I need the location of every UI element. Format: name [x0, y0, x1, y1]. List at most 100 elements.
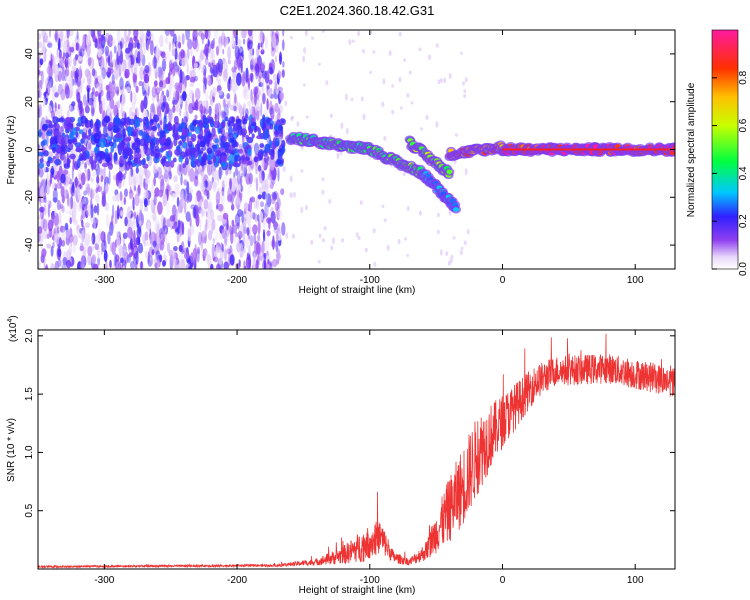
noise-blob: [73, 219, 78, 225]
noise-blob: [75, 42, 79, 51]
noise-band-blob: [114, 117, 121, 127]
noise-blob: [82, 77, 85, 84]
noise-blob: [139, 175, 143, 187]
noise-blob: [81, 219, 84, 228]
noise-band-blob: [150, 142, 154, 153]
sparse-blob: [355, 232, 359, 238]
noise-blob: [169, 254, 174, 269]
noise-band-blob: [38, 162, 44, 169]
noise-blob: [240, 30, 243, 37]
noise-blob: [240, 58, 243, 73]
sparse-blob: [311, 36, 314, 40]
noise-blob: [185, 100, 188, 114]
noise-blob: [210, 263, 214, 269]
noise-band-blob: [232, 148, 240, 153]
noise-blob: [273, 222, 279, 228]
noise-band-blob: [247, 160, 253, 166]
noise-blob: [213, 170, 219, 181]
noise-blob: [130, 167, 134, 177]
noise-blob: [97, 186, 103, 192]
noise-band-blob: [85, 122, 90, 129]
noise-blob: [53, 212, 60, 227]
noise-band-blob: [69, 153, 76, 160]
noise-blob: [45, 263, 49, 269]
noise-blob: [203, 68, 206, 82]
noise-blob: [185, 211, 191, 223]
noise-blob: [204, 30, 209, 40]
noise-blob: [54, 107, 58, 117]
noise-blob: [51, 181, 56, 189]
sparse-blob: [406, 205, 410, 212]
noise-band-blob: [98, 158, 103, 164]
noise-band-blob: [238, 126, 243, 136]
snr-y-tick-label: 2.0: [24, 328, 35, 342]
noise-band-blob: [240, 155, 245, 161]
noise-blob: [38, 167, 44, 178]
noise-band-blob: [96, 119, 101, 126]
noise-band-blob: [274, 129, 279, 138]
noise-blob: [98, 94, 101, 102]
noise-band-blob: [228, 116, 236, 124]
noise-blob: [108, 54, 110, 67]
noise-blob: [218, 63, 223, 77]
noise-blob: [159, 34, 164, 48]
noise-blob: [201, 35, 204, 45]
sparse-blob: [344, 93, 348, 101]
noise-blob: [207, 39, 210, 47]
noise-blob: [234, 59, 238, 69]
colorbar-ticks: 0.0 0.2 0.4 0.6 0.8: [712, 70, 749, 276]
snr-y-tick-label: 1.0: [24, 445, 35, 459]
noise-blob: [187, 38, 193, 50]
noise-band-blob: [140, 159, 146, 166]
noise-blob: [116, 30, 121, 44]
noise-band-blob: [134, 157, 141, 164]
noise-blob: [198, 231, 202, 246]
noise-band-blob: [222, 135, 227, 144]
snr-panel: -300 -200 -100 0 100 0.5 1.0 1.5 2.0 Height of s…: [6, 315, 676, 596]
noise-blob: [257, 219, 261, 235]
noise-blob: [263, 229, 265, 242]
noise-blob: [117, 64, 121, 74]
noise-blob: [277, 233, 282, 241]
noise-band-blob: [179, 135, 187, 140]
noise-blob: [154, 66, 159, 79]
noise-blob: [152, 240, 157, 248]
noise-band-blob: [93, 138, 100, 144]
noise-band-blob: [126, 136, 132, 141]
noise-blob: [242, 233, 246, 248]
noise-blob: [90, 203, 94, 219]
noise-blob: [211, 218, 216, 231]
sparse-blob: [357, 236, 361, 240]
noise-band-blob: [190, 157, 195, 168]
noise-blob: [73, 56, 77, 67]
noise-blob: [45, 199, 52, 206]
snr-series-line: [38, 333, 675, 569]
noise-blob: [250, 59, 254, 71]
noise-band-blob: [212, 155, 217, 164]
noise-blob: [262, 93, 266, 105]
noise-blob: [189, 69, 192, 81]
noise-blob: [226, 248, 232, 255]
noise-band-blob: [39, 158, 44, 164]
noise-blob: [100, 89, 104, 97]
noise-blob: [46, 65, 51, 75]
noise-band-blob: [220, 155, 228, 163]
noise-blob: [155, 48, 158, 60]
noise-blob: [82, 34, 86, 48]
noise-band-blob: [197, 154, 203, 163]
noise-blob: [120, 41, 123, 50]
noise-blob: [218, 42, 222, 52]
noise-band-blob: [172, 157, 177, 163]
noise-band-blob: [93, 146, 99, 154]
snr-frame: [37, 329, 676, 570]
noise-blob: [212, 181, 216, 187]
noise-blob: [192, 248, 198, 261]
noise-blob: [40, 168, 43, 183]
noise-blob: [51, 212, 55, 228]
noise-blob: [80, 255, 85, 269]
noise-blob: [217, 203, 224, 212]
noise-blob: [132, 253, 136, 264]
noise-blob: [145, 169, 151, 179]
sparse-blob: [364, 247, 368, 253]
noise-blob: [132, 197, 135, 210]
